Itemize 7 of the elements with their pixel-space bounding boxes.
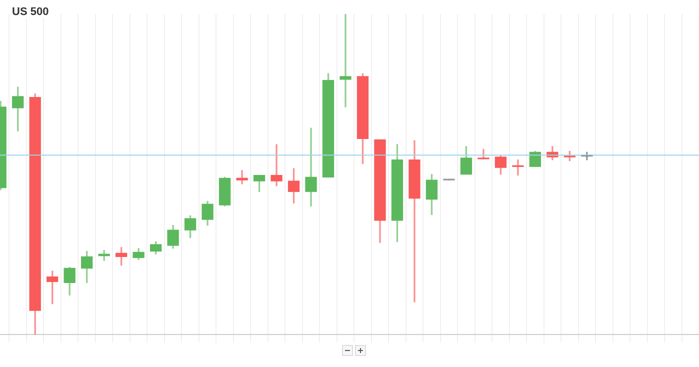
candlestick [340,14,352,108]
candlestick [236,170,248,184]
candlestick [305,128,317,206]
chart-title: US 500 [10,6,51,18]
candlestick [512,160,524,176]
candlestick [270,144,282,186]
candlestick [408,140,420,302]
